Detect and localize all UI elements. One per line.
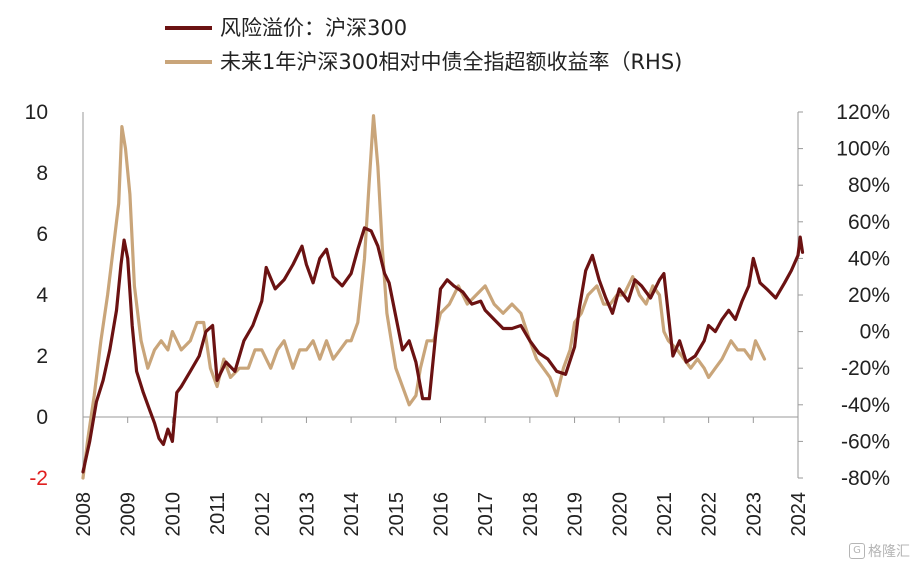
watermark: G 格隆汇 bbox=[849, 541, 910, 561]
left-tick-label: 4 bbox=[36, 284, 48, 307]
series-layer bbox=[81, 114, 805, 480]
left-tick-label: 10 bbox=[25, 101, 48, 124]
watermark-logo-icon: G bbox=[849, 543, 865, 559]
x-tick-label: 2016 bbox=[431, 492, 453, 537]
right-tick-label: 0% bbox=[860, 321, 890, 344]
series-line-risk-premium bbox=[81, 226, 805, 474]
right-tick-label: -60% bbox=[841, 430, 890, 453]
x-axis-ticks: 2008 2009 2010 2011 2012 2013 2014 2015 2016 2017… bbox=[73, 417, 810, 537]
x-tick-label: 2020 bbox=[609, 492, 631, 537]
x-tick-label: 2015 bbox=[386, 492, 408, 537]
right-tick-label: 40% bbox=[848, 247, 890, 270]
right-tick-label: 120% bbox=[836, 101, 890, 124]
right-tick-label: 60% bbox=[848, 211, 890, 234]
x-tick-label: 2019 bbox=[565, 492, 587, 537]
right-tick-label: 20% bbox=[848, 284, 890, 307]
left-tick-label: 2 bbox=[36, 345, 48, 368]
x-tick-label: 2018 bbox=[520, 492, 542, 537]
left-tick-label: 6 bbox=[36, 223, 48, 246]
watermark-text: 格隆汇 bbox=[868, 544, 910, 560]
series-line-excess-return bbox=[81, 114, 767, 480]
left-tick-label: -2 bbox=[29, 467, 48, 490]
x-tick-label: 2013 bbox=[296, 492, 318, 537]
x-tick-label: 2012 bbox=[252, 492, 274, 537]
x-tick-label: 2011 bbox=[207, 492, 229, 535]
legend: 风险溢价：沪深300 未来1年沪深300相对中债全指超额收益率（RHS) bbox=[165, 16, 682, 74]
x-tick-label: 2009 bbox=[118, 492, 140, 537]
right-tick-label: -80% bbox=[841, 467, 890, 490]
x-tick-label: 2021 bbox=[654, 492, 676, 537]
x-tick-label: 2008 bbox=[73, 492, 95, 537]
x-tick-label: 2010 bbox=[162, 492, 184, 537]
x-tick-label: 2014 bbox=[341, 492, 363, 537]
left-tick-label: 8 bbox=[36, 162, 48, 185]
left-axis-ticks: 10 8 6 4 2 0 -2 bbox=[25, 101, 49, 490]
right-tick-label: 100% bbox=[836, 138, 890, 161]
x-tick-label: 2022 bbox=[699, 492, 721, 537]
right-tick-label: -20% bbox=[841, 357, 890, 380]
right-tick-label: -40% bbox=[841, 394, 890, 417]
left-tick-label: 0 bbox=[36, 406, 48, 429]
x-tick-label: 2024 bbox=[788, 492, 810, 537]
x-tick-label: 2023 bbox=[743, 492, 765, 537]
x-tick-label: 2017 bbox=[475, 492, 497, 537]
legend-label-excess-return: 未来1年沪深300相对中债全指超额收益率（RHS) bbox=[220, 50, 682, 74]
legend-label-risk-premium: 风险溢价：沪深300 bbox=[220, 16, 407, 40]
right-axis-ticks: 120% 100% 80% 60% 40% 20% 0% -20% -40% -60% -80% bbox=[798, 101, 890, 490]
right-tick-label: 80% bbox=[848, 174, 890, 197]
